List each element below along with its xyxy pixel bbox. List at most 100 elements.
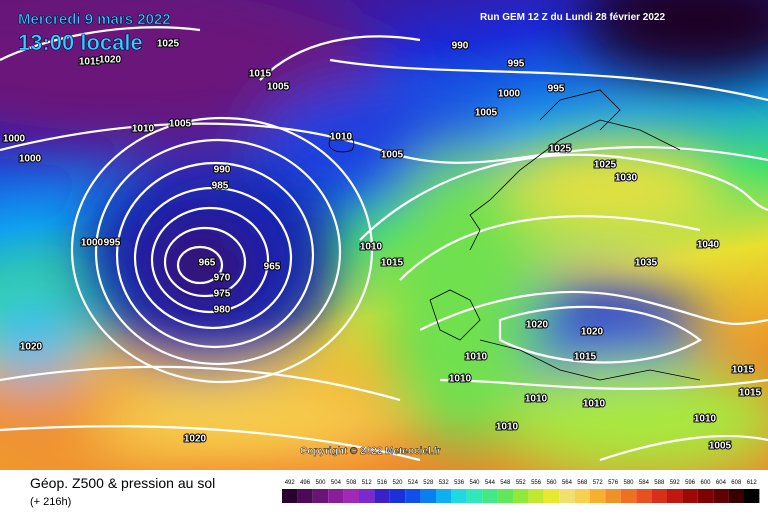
legend-label: 584 [639,480,650,486]
legend-label: 496 [300,480,311,486]
isobar-label: 1005 [709,441,732,452]
isobar [439,378,768,390]
local-time: 13:00 locale [18,30,143,55]
legend-swatch [436,489,452,503]
isobar [329,58,768,102]
legend-swatch [420,489,436,503]
legend-label: 608 [731,480,742,486]
isobar-label: 1020 [184,434,207,445]
legend-swatch [590,489,606,503]
legend-swatch [697,489,714,503]
coastlines [328,89,701,381]
legend-swatch [620,489,637,503]
isobar-label: 1040 [697,240,720,251]
legend-swatch [389,489,406,503]
isobars [0,26,768,462]
legend-swatch [651,489,667,503]
isobar [163,226,247,298]
legend-label: 520 [392,480,403,486]
legend-label: 548 [500,480,511,486]
isobar [419,290,768,331]
isobar-label: 1005 [169,119,192,130]
legend-label: 508 [346,480,357,486]
isobar [259,35,421,81]
isobar-label: 1015 [739,388,762,399]
legend-swatch [667,489,683,503]
legend-label: 528 [423,480,434,486]
legend-swatch [636,489,652,503]
legend-label: 512 [362,480,373,486]
isobar-label: 980 [214,305,231,316]
isobar-label: 995 [508,59,525,70]
isobar [70,116,374,384]
legend: 492 496 500 504 508 512 516 520 524 528 532 536 540 5… [282,480,760,503]
legend-label: 556 [531,480,542,486]
legend-swatch [574,489,590,503]
isobar-label: 1010 [525,394,548,405]
legend-label: 500 [315,480,326,486]
isobar-label: 1010 [694,414,717,425]
legend-label: 516 [377,480,388,486]
isobar-label: 975 [214,289,231,300]
isobar-label: 965 [264,262,281,273]
isobar-label: 1000 [498,89,521,100]
footer-title: Géop. Z500 & pression au sol [30,475,215,491]
legend-swatch [343,489,359,503]
legend-swatch [497,489,513,503]
legend-swatch [713,489,729,503]
color-blob [0,280,90,380]
isobar [150,206,270,314]
isobar-label: 1025 [594,160,617,171]
color-blob [90,380,410,460]
legend-swatch [744,489,760,503]
footer-lead: (+ 216h) [30,496,71,508]
legend-label: 560 [546,480,557,486]
isobar-label: 1015 [574,352,597,363]
copyright: Copyright © 2022 Meteociel.fr [300,446,441,457]
coastline [539,89,621,131]
isobar-label: 1010 [360,242,383,253]
legend-label: 540 [469,480,480,486]
color-blob [490,360,768,480]
isobar-label: 1010 [132,124,155,135]
isobar-label: 995 [548,84,565,95]
legend-swatch [559,489,575,503]
isobar-label: 1020 [99,55,122,66]
color-field [0,0,768,480]
isobar [599,434,768,462]
legend-swatch [728,489,744,503]
legend-swatch [282,489,298,503]
isobar-label: 985 [212,181,229,192]
isobar-label: 990 [214,165,231,176]
legend-label: 588 [654,480,665,486]
legend-label: 504 [331,480,342,486]
isobar-label: 1015 [79,57,102,68]
isobar [0,365,401,402]
legend-label: 576 [608,480,619,486]
isobar-label: 1000 [3,134,26,145]
color-blob [380,150,540,450]
isobar-label: 1010 [496,422,519,433]
isobar-label: 1000 [81,238,104,249]
isobar-label: 1025 [549,144,572,155]
isobar-label: 1020 [581,327,604,338]
legend-swatch [328,489,344,503]
isobar [498,305,702,364]
legend-label: 524 [408,480,419,486]
coastline [469,119,681,251]
legend-swatch [374,489,390,503]
legend-swatch [543,489,560,503]
isobar-label: 1015 [381,258,404,269]
isobar [359,153,768,241]
isobar [399,215,701,281]
isobar-label: 1030 [615,173,638,184]
valid-date: Mercredi 9 mars 2022 [18,11,171,28]
isobar [0,425,421,462]
isobar-label: 1010 [583,399,606,410]
legend-label: 564 [562,480,573,486]
legend-label: 600 [700,480,711,486]
legend-label: 492 [285,480,296,486]
isobar-label: 1005 [381,150,404,161]
